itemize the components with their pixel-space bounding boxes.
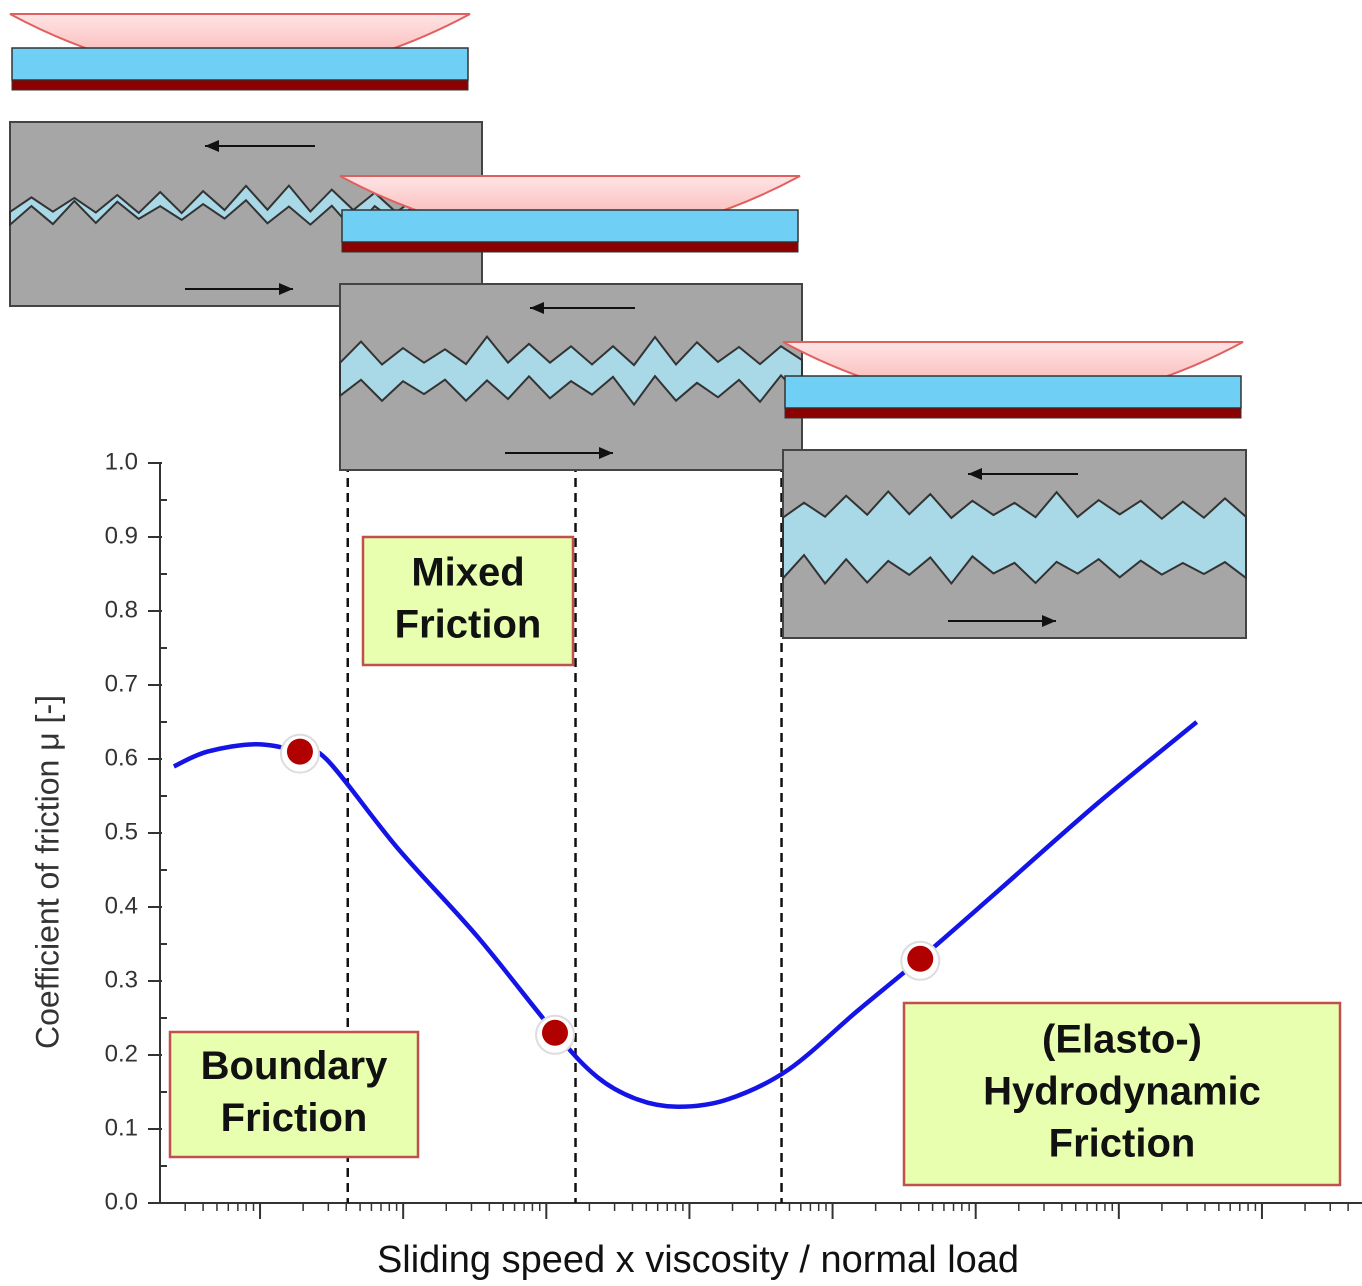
region-label: Mixed (411, 551, 524, 595)
y-axis-label: Coefficient of friction μ [-] (29, 695, 65, 1049)
y-tick-label: 0.6 (105, 744, 138, 771)
substrate (11, 79, 469, 91)
y-tick-label: 0.5 (105, 818, 138, 845)
y-tick-label: 0.1 (105, 1114, 138, 1141)
y-tick-label: 1.0 (105, 448, 138, 475)
fluid-layer (11, 47, 469, 81)
region-label: Friction (1049, 1122, 1196, 1166)
x-axis-label: Sliding speed x viscosity / normal load (377, 1239, 1019, 1281)
y-tick-label: 0.9 (105, 522, 138, 549)
contact-illustration (9, 13, 483, 307)
y-tick-label: 0.4 (105, 892, 138, 919)
marker (286, 738, 313, 765)
lubricant-gap (782, 489, 1247, 586)
substrate (784, 407, 1242, 419)
arrow-head (968, 468, 982, 480)
region-box (902, 1001, 1342, 1187)
region-label: Friction (395, 603, 542, 647)
substrate (341, 241, 799, 253)
region-label: (Elasto-) (1042, 1018, 1202, 1062)
region-box (168, 1030, 420, 1159)
arrow-head (1042, 615, 1056, 627)
y-tick-label: 0.2 (105, 1040, 138, 1067)
region-label: Boundary (201, 1044, 388, 1088)
contact-illustration (339, 175, 803, 471)
marker (541, 1019, 568, 1046)
fluid-layer (784, 375, 1242, 409)
marker (907, 945, 934, 972)
region-label: Hydrodynamic (983, 1070, 1261, 1114)
fluid-layer (341, 209, 799, 243)
region-label: Friction (221, 1096, 368, 1140)
y-tick-label: 0.7 (105, 670, 138, 697)
illustrations (9, 13, 1247, 639)
region-box (361, 535, 575, 667)
arrow-head (530, 302, 544, 314)
arrow-head (279, 283, 293, 295)
arrow-head (599, 447, 613, 459)
y-tick-label: 0.0 (105, 1188, 138, 1215)
axes: 0.0 0.1 0.2 0.3 0.4 0.5 0.6 0.7 0.8 0.9 1.0 Boundar… (105, 448, 1362, 1219)
arrow-head (205, 140, 219, 152)
y-tick-label: 0.3 (105, 966, 138, 993)
y-tick-label: 0.8 (105, 596, 138, 623)
contact-illustration (782, 341, 1247, 639)
